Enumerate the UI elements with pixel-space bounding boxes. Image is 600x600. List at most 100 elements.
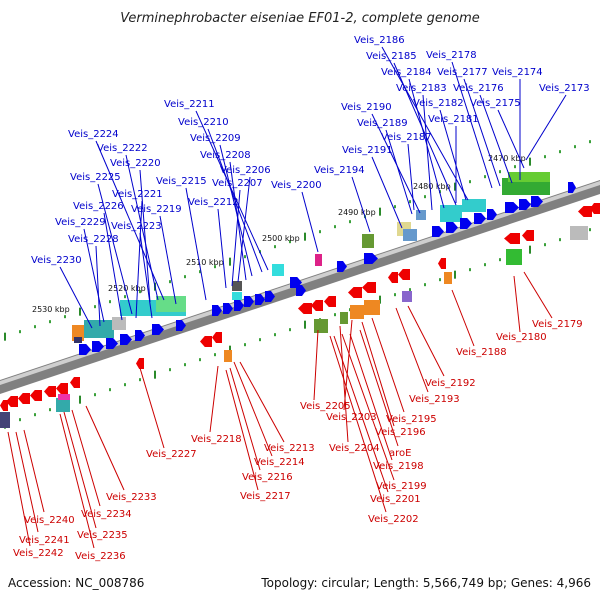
scale-tick — [229, 345, 231, 354]
forward-gene-arrow — [364, 253, 378, 264]
forward-label-connector — [159, 215, 177, 305]
scale-label-2520: 2520 kbp — [108, 284, 146, 293]
reverse-gene-arrow — [438, 258, 446, 269]
scale-tick — [469, 268, 471, 272]
scale-tick — [304, 232, 306, 241]
gene-label-veis-2233: Veis_2233 — [106, 492, 157, 503]
forward-gene-arrow — [212, 305, 222, 316]
gene-label-veis-2242: Veis_2242 — [13, 548, 64, 559]
forward-gene-arrow — [135, 330, 145, 341]
scale-label-2490: 2490 kbp — [338, 208, 376, 217]
feature-box — [84, 320, 114, 338]
scale-tick — [409, 288, 411, 292]
gene-label-veis-2235: Veis_2235 — [77, 530, 128, 541]
reverse-features — [0, 226, 588, 428]
gene-label-veis-2178: Veis_2178 — [426, 50, 477, 61]
scale-tick — [4, 332, 6, 341]
forward-features — [72, 172, 550, 343]
forward-gene-arrow — [296, 285, 306, 296]
reverse-label-connector — [371, 317, 405, 413]
feature-box — [462, 199, 486, 212]
gene-label-veis-2219: Veis_2219 — [131, 204, 182, 215]
reverse-label-connector — [513, 275, 521, 333]
reverse-label-connector — [451, 289, 475, 347]
scale-tick — [514, 165, 516, 169]
gene-label-veis-2175: Veis_2175 — [470, 98, 521, 109]
reverse-label-connector — [59, 413, 95, 549]
scale-tick — [289, 328, 291, 332]
scale-tick — [154, 370, 156, 379]
scale-tick — [19, 330, 21, 334]
gene-label-veis-2189: Veis_2189 — [357, 118, 408, 129]
feature-box — [506, 249, 522, 265]
reverse-label-connector — [63, 411, 97, 529]
scale-tick — [544, 243, 546, 247]
gene-label-veis-2240: Veis_2240 — [24, 515, 75, 526]
scale-tick — [304, 320, 306, 329]
gene-label-veis-2223: Veis_2223 — [111, 221, 162, 232]
feature-box — [0, 412, 10, 428]
reverse-gene-arrow — [362, 282, 376, 293]
feature-box — [508, 172, 550, 182]
feature-box — [315, 254, 322, 266]
gene-label-veis-2241: Veis_2241 — [19, 535, 70, 546]
forward-label-connector — [195, 110, 269, 271]
gene-label-veis-2228: Veis_2228 — [68, 234, 119, 245]
scale-tick — [499, 258, 501, 262]
reverse-gene-arrow — [324, 296, 336, 307]
scale-tick — [184, 363, 186, 367]
forward-label-connector — [393, 62, 457, 206]
reverse-gene-arrow — [298, 303, 312, 314]
reverse-label-connector — [239, 361, 285, 443]
gene-label-veis-2209: Veis_2209 — [190, 133, 241, 144]
forward-label-connector — [83, 228, 105, 323]
scale-tick — [334, 313, 336, 317]
reverse-gene-arrow — [590, 203, 600, 214]
forward-label-connector — [139, 232, 153, 319]
gene-label-veis-2199: Veis_2199 — [376, 481, 427, 492]
scale-tick — [424, 283, 426, 287]
scale-tick — [379, 295, 381, 304]
forward-label-connectors — [59, 46, 567, 329]
gene-label-veis-2190: Veis_2190 — [341, 102, 392, 113]
scale-tick — [559, 238, 561, 242]
gene-label-veis-2187: Veis_2187 — [381, 132, 432, 143]
scale-tick — [394, 205, 396, 209]
scale-tick — [49, 320, 51, 324]
gene-label-veis-2207: Veis_2207 — [212, 178, 263, 189]
feature-box — [402, 291, 412, 302]
scale-ticks-lower — [4, 228, 591, 429]
gene-label-veis-2185: Veis_2185 — [366, 51, 417, 62]
scale-tick — [199, 270, 201, 274]
reverse-label-connector — [71, 409, 101, 507]
reverse-gene-arrow — [30, 390, 42, 401]
gene-label-veis-2208: Veis_2208 — [200, 150, 251, 161]
reverse-gene-arrow — [18, 393, 30, 404]
feature-box — [502, 178, 550, 195]
forward-gene-arrows — [79, 182, 576, 355]
scale-tick — [394, 293, 396, 297]
scale-tick — [424, 195, 426, 199]
gene-label-veis-2194: Veis_2194 — [314, 165, 365, 176]
scale-tick — [574, 145, 576, 149]
scale-tick — [499, 170, 501, 174]
feature-box — [444, 272, 452, 284]
forward-label-connector — [135, 200, 143, 319]
scale-tick — [79, 307, 81, 316]
scale-label-2470: 2470 kbp — [488, 154, 526, 163]
scale-tick — [34, 413, 36, 417]
forward-label-connector — [237, 176, 251, 283]
forward-gene-arrow — [460, 218, 472, 229]
genome-summary-text: Topology: circular; Length: 5,566,749 bp… — [260, 576, 591, 590]
forward-label-connector — [385, 129, 413, 215]
feature-box — [112, 317, 126, 330]
gene-label-veis-2179: Veis_2179 — [532, 319, 583, 330]
forward-label-connector — [59, 266, 93, 329]
scale-tick — [319, 230, 321, 234]
gene-label-veis-2204: Veis_2204 — [329, 443, 380, 454]
forward-label-connector — [439, 109, 467, 201]
reverse-gene-arrow — [0, 400, 8, 411]
forward-label-connector — [125, 154, 159, 301]
gene-label-veis-2173: Veis_2173 — [539, 83, 590, 94]
scale-tick — [169, 280, 171, 284]
